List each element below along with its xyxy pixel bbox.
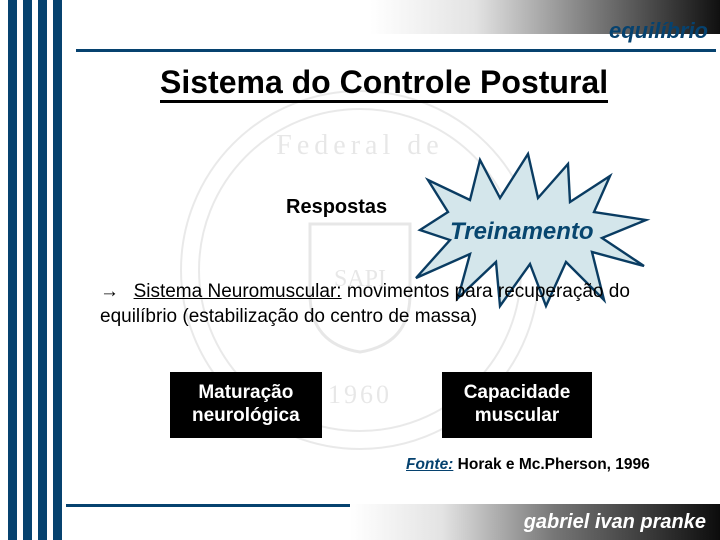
burst-label: Treinamento [450,218,594,246]
left-stripes [0,0,62,540]
source-label: Fonte: [406,456,453,473]
footer: gabriel ivan pranke [10,504,720,540]
box-right-line1: Capacidade [464,382,571,403]
slide-title: Sistema do Controle Postural [160,66,608,103]
box-right-line2: muscular [475,405,559,426]
header-title: equilíbrio [609,18,708,50]
respostas-label: Respostas [286,196,387,219]
body-term: Sistema Neuromuscular: [134,281,342,302]
source-text: Horak e Mc.Pherson, 1996 [453,456,649,473]
arrow-icon: → [100,281,119,302]
source-citation: Fonte: Horak e Mc.Pherson, 1996 [406,456,650,474]
box-capacidade: Capacidade muscular [442,372,593,438]
boxes-row: Maturação neurológica Capacidade muscula… [170,372,592,438]
box-left-line1: Maturação [198,382,293,403]
box-left-line2: neurológica [192,405,300,426]
header: equilíbrio [10,0,720,52]
box-maturacao: Maturação neurológica [170,372,322,438]
body-text: → Sistema Neuromuscular: movimentos para… [100,280,680,329]
footer-author: gabriel ivan pranke [524,511,706,534]
